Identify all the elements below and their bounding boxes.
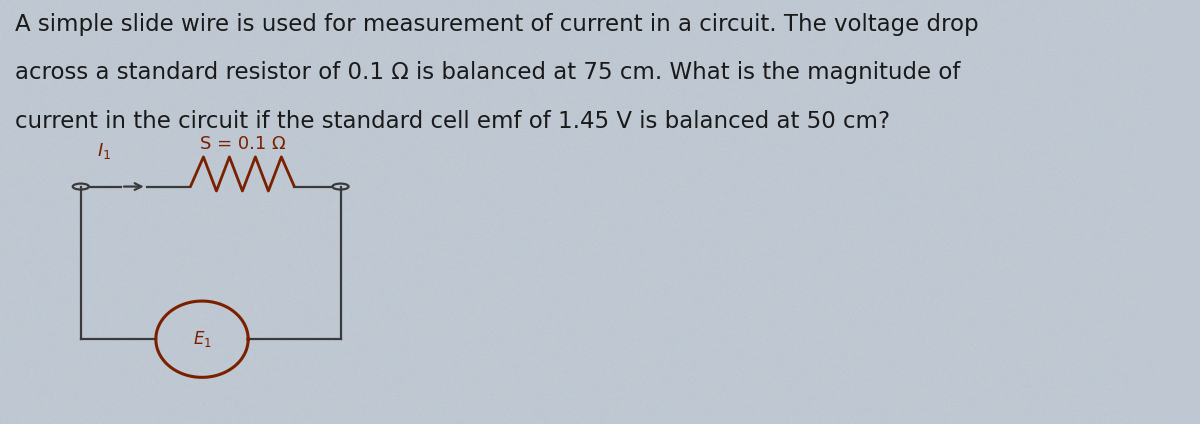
Text: current in the circuit if the standard cell emf of 1.45 V is balanced at 50 cm?: current in the circuit if the standard c… (16, 110, 890, 133)
Text: A simple slide wire is used for measurement of current in a circuit. The voltage: A simple slide wire is used for measurem… (16, 13, 979, 36)
Text: $E_1$: $E_1$ (192, 329, 211, 349)
Text: across a standard resistor of 0.1 Ω is balanced at 75 cm. What is the magnitude : across a standard resistor of 0.1 Ω is b… (16, 61, 960, 84)
Text: $I_1$: $I_1$ (97, 141, 110, 161)
Text: S = 0.1 Ω: S = 0.1 Ω (199, 135, 286, 153)
